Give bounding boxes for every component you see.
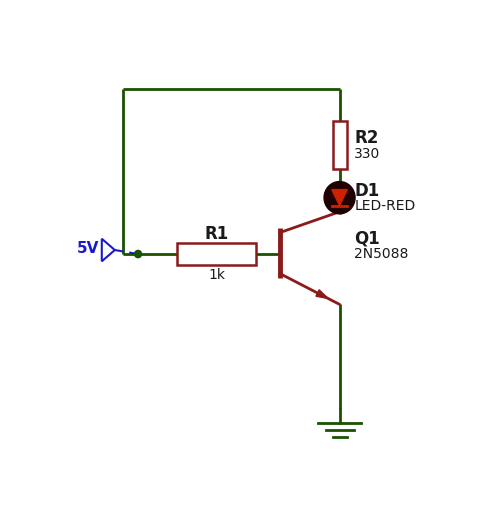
Circle shape (324, 181, 355, 214)
Text: LED-RED: LED-RED (354, 199, 416, 213)
Text: R2: R2 (354, 129, 378, 147)
Text: 1k: 1k (208, 268, 225, 282)
Bar (332, 121, 346, 169)
Bar (177, 243, 256, 265)
Text: D1: D1 (354, 182, 380, 200)
Polygon shape (332, 190, 347, 206)
Text: Q1: Q1 (354, 230, 380, 248)
Text: 2N5088: 2N5088 (354, 247, 408, 261)
Text: 330: 330 (354, 147, 380, 161)
Text: 5V: 5V (76, 241, 98, 256)
Text: R1: R1 (204, 225, 229, 243)
Circle shape (134, 251, 141, 258)
Polygon shape (316, 290, 328, 299)
